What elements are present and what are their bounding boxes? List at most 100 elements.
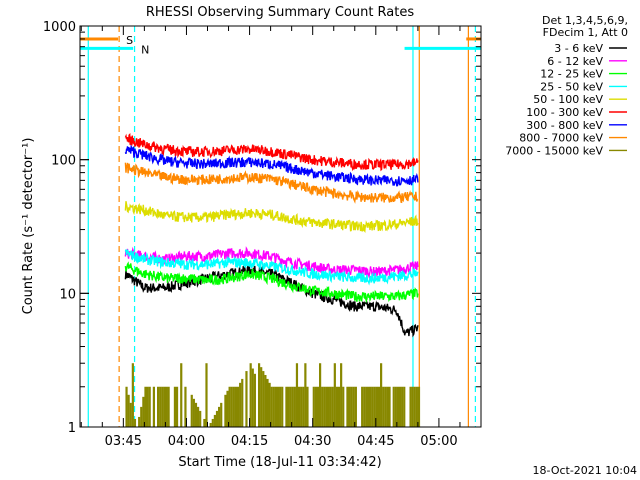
series-mark: [417, 386, 421, 427]
legend-label: 800 - 7000 keV: [519, 132, 603, 145]
series-mark: [236, 386, 240, 427]
series-mark: [415, 386, 418, 427]
series-mark: [279, 386, 282, 427]
series-mark: [337, 386, 341, 427]
plot-frame: [79, 25, 482, 428]
series-mark: [270, 386, 273, 427]
series-mark: [159, 386, 162, 427]
series-mark: [129, 402, 132, 427]
series-mark: [293, 386, 296, 427]
series-mark: [319, 363, 322, 427]
series-mark: [125, 386, 128, 427]
series-mark: [335, 386, 339, 427]
x-tick-label: 05:00: [420, 434, 457, 449]
series-mark: [388, 386, 391, 427]
series-mark: [239, 382, 242, 427]
series-mark: [196, 406, 200, 427]
series-mark: [316, 386, 320, 427]
series-mark: [411, 386, 414, 427]
series-mark: [131, 363, 134, 427]
series-mark: [314, 386, 317, 427]
series-mark: [409, 386, 412, 427]
series-mark: [276, 386, 280, 427]
series-mark: [165, 386, 168, 427]
series-mark: [268, 382, 271, 427]
series-mark: [205, 363, 208, 427]
series-mark: [264, 374, 267, 427]
series-mark: [361, 386, 364, 427]
series-mark: [224, 394, 227, 427]
series-mark: [380, 363, 383, 427]
series-mark: [211, 418, 214, 427]
series-mark: [234, 386, 238, 427]
series-mark: [133, 418, 137, 427]
series-mark: [127, 394, 130, 427]
series-mark: [249, 363, 252, 427]
series-mark: [213, 414, 217, 427]
legend: Det 1,3,4,5,6,9,FDecim 1, Att 0 3 - 6 keV…: [505, 14, 628, 157]
flag-label: S: [126, 34, 133, 47]
series-line: [124, 132, 419, 172]
series-mark: [203, 418, 206, 427]
series-mark: [148, 386, 151, 427]
series-line: [124, 261, 419, 304]
series-mark: [413, 386, 416, 427]
series-mark: [180, 363, 183, 427]
legend-header: FDecim 1, Att 0: [543, 26, 628, 39]
legend-header: Det 1,3,4,5,6,9,: [542, 14, 628, 27]
x-tick-label: 04:00: [168, 434, 205, 449]
series-mark: [287, 386, 290, 427]
y-axis: 1 10 100 1000: [43, 20, 481, 436]
x-axis-label: Start Time (18-Jul-11 03:34:42): [178, 455, 381, 470]
x-tick-label: 04:15: [231, 434, 268, 449]
series-mark: [382, 386, 385, 427]
series-mark: [220, 402, 223, 427]
series-mark: [323, 386, 326, 427]
series-mark: [281, 386, 284, 427]
series-mark: [333, 363, 336, 427]
series-line: [124, 265, 419, 338]
series-mark: [266, 378, 269, 427]
series-mark: [377, 386, 381, 427]
legend-label: 7000 - 15000 keV: [505, 144, 603, 157]
series-mark: [371, 386, 374, 427]
series-mark: [260, 367, 263, 427]
series-mark: [375, 386, 379, 427]
series-line: [124, 144, 419, 187]
series-mark: [295, 363, 299, 427]
series-line: [124, 249, 419, 286]
series-mark: [140, 406, 143, 427]
series-mark: [325, 386, 328, 427]
series-mark: [398, 386, 402, 427]
series-mark: [142, 396, 145, 427]
series-mark: [161, 386, 164, 427]
series-line: [124, 246, 419, 280]
series-mark: [348, 386, 351, 427]
x-tick-label: 03:45: [105, 434, 142, 449]
series-mark: [146, 386, 149, 427]
legend-label: 100 - 300 keV: [526, 106, 603, 119]
series-mark: [354, 386, 357, 427]
series-mark: [352, 386, 355, 427]
series-mark: [262, 371, 265, 427]
series-mark: [329, 386, 332, 427]
y-tick-label: 1: [68, 421, 76, 436]
series-mark: [167, 386, 170, 427]
series-mark: [257, 363, 261, 427]
series-mark: [152, 386, 155, 427]
series-mark: [327, 386, 330, 427]
series-mark: [184, 386, 187, 427]
series-mark: [175, 386, 179, 427]
series-mark: [192, 398, 195, 427]
series-mark: [321, 386, 324, 427]
series-mark: [373, 386, 376, 427]
series-line: [124, 162, 419, 204]
series-mark: [350, 386, 353, 427]
series-mark: [272, 386, 275, 427]
legend-label: 3 - 6 keV: [554, 42, 603, 55]
series-mark: [173, 386, 177, 427]
series-mark: [384, 386, 387, 427]
series-mark: [367, 386, 370, 427]
series-mark: [209, 422, 212, 427]
